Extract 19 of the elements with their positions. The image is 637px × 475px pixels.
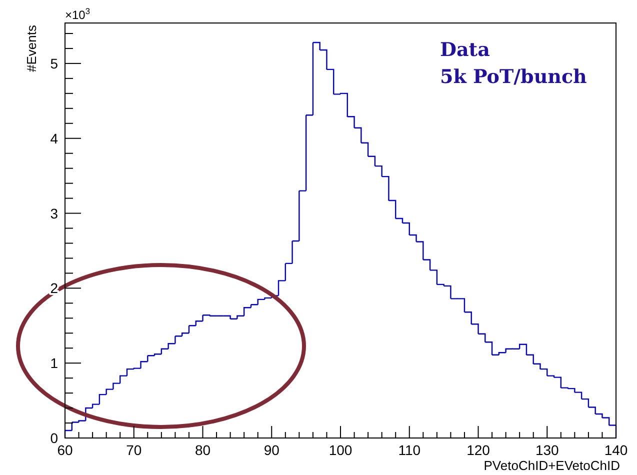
x-tick-label: 120 (466, 442, 490, 458)
x-tick-label: 90 (264, 442, 280, 458)
y-tick-label: 0 (50, 430, 58, 446)
x-tick-label: 110 (398, 442, 421, 458)
y-tick-label: 1 (50, 355, 58, 372)
annotation: Data (440, 39, 490, 61)
x-tick-label: 130 (535, 442, 560, 458)
x-tick-label: 80 (194, 442, 211, 458)
x-tick-label: 100 (328, 442, 352, 458)
x-tick-label: 70 (126, 442, 142, 458)
text: ×10$^{3}$ (65, 6, 90, 22)
x-tick-label: 60 (57, 442, 73, 458)
x-tick-label: 140 (604, 442, 628, 458)
y-tick-label: 3 (50, 205, 58, 222)
y-axis-title: #Events (24, 24, 39, 72)
annotation: 5k PoT/bunch (440, 66, 588, 88)
x-axis-title: PVetoChID+EVetoChID (484, 458, 620, 473)
y-tick-label: 5 (50, 55, 58, 72)
y-tick-label: 4 (50, 130, 58, 146)
